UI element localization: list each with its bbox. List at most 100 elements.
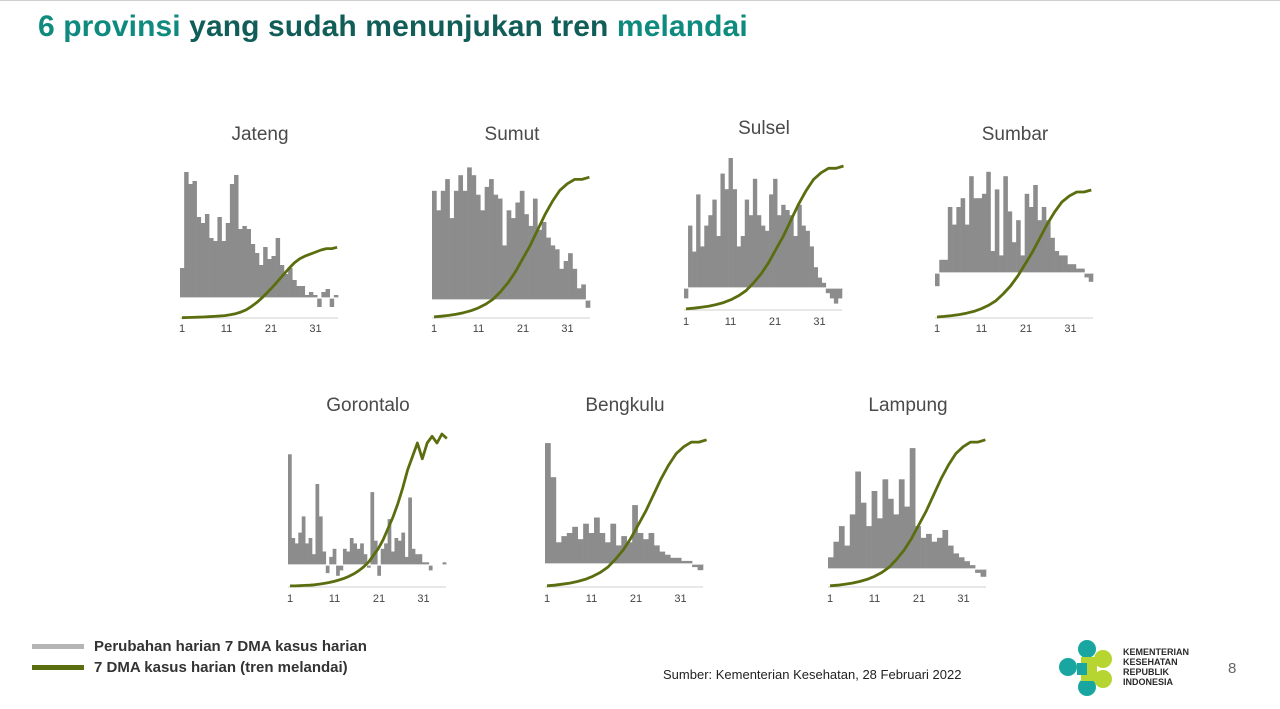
- bar: [528, 225, 534, 300]
- bar: [588, 533, 595, 564]
- legend-label-line: 7 DMA kasus harian (tren melandai): [94, 659, 348, 676]
- bar: [585, 300, 591, 308]
- bar: [1046, 220, 1051, 273]
- bar: [506, 210, 512, 300]
- bar: [765, 230, 770, 288]
- bar: [394, 538, 399, 565]
- bar: [904, 506, 911, 569]
- bar: [279, 265, 285, 298]
- title-middle: yang sudah menunjukan tren: [180, 10, 617, 43]
- bar: [563, 261, 569, 300]
- bar: [1067, 264, 1072, 273]
- trend-line: [685, 164, 844, 311]
- bar: [315, 484, 320, 565]
- bar: [425, 562, 430, 565]
- bar: [958, 557, 965, 569]
- bar: [275, 238, 281, 298]
- x-tick-label: 31: [813, 316, 825, 328]
- bar: [555, 542, 562, 564]
- top-divider: [0, 0, 1280, 1]
- bar: [263, 247, 268, 298]
- x-tick-label: 1: [683, 316, 689, 328]
- bar: [238, 229, 243, 298]
- bar: [594, 517, 600, 564]
- bar: [440, 190, 446, 300]
- bar: [1033, 185, 1038, 273]
- bar: [305, 543, 309, 565]
- bar: [1054, 251, 1060, 273]
- x-tick-label: 1: [287, 593, 293, 605]
- bar: [736, 246, 742, 288]
- bar: [964, 561, 970, 569]
- bar: [712, 199, 717, 288]
- bar: [664, 554, 671, 564]
- x-tick-label: 1: [431, 323, 437, 335]
- bar: [475, 194, 481, 300]
- bar: [428, 565, 433, 571]
- bar: [180, 268, 185, 298]
- bar: [217, 217, 222, 298]
- bar: [969, 565, 976, 569]
- bar: [196, 217, 202, 298]
- bar: [670, 557, 677, 564]
- bar: [688, 225, 693, 288]
- bar: [887, 498, 894, 569]
- bar: [322, 551, 327, 565]
- bar: [789, 215, 794, 288]
- bar: [489, 179, 494, 300]
- title-accent-2: melandai: [616, 10, 748, 43]
- trend-line: [433, 175, 590, 319]
- bar: [681, 560, 687, 564]
- bar: [975, 569, 981, 573]
- bar: [313, 295, 318, 298]
- bar: [572, 268, 578, 300]
- bar: [882, 479, 889, 569]
- bar: [990, 251, 996, 273]
- bar: [294, 543, 299, 565]
- bar: [744, 199, 750, 288]
- bar: [760, 225, 766, 288]
- bar: [349, 538, 354, 565]
- bar: [953, 553, 960, 569]
- chart-jateng: Jateng 1 11 21 31: [179, 120, 380, 350]
- bar: [292, 280, 297, 298]
- bar: [480, 210, 485, 300]
- x-tick-label: 11: [586, 593, 597, 605]
- bar: [184, 172, 189, 298]
- bar: [370, 492, 375, 565]
- bar: [387, 519, 392, 565]
- bar: [325, 289, 330, 298]
- bar: [453, 190, 459, 300]
- bar: [300, 286, 306, 298]
- x-tick-label: 31: [561, 323, 573, 335]
- logo-text: KEMENTERIAN KESEHATAN REPUBLIK INDONESIA: [1123, 647, 1190, 687]
- x-tick-label: 21: [265, 323, 277, 335]
- bar: [188, 184, 193, 298]
- bar: [559, 268, 564, 300]
- bar: [380, 548, 385, 565]
- bar: [809, 246, 814, 288]
- x-tick-label: 31: [957, 593, 969, 605]
- bar: [1016, 220, 1021, 273]
- bar: [192, 181, 197, 298]
- trend-line: [546, 438, 708, 588]
- bar: [577, 539, 584, 564]
- bar: [321, 292, 326, 298]
- bar: [546, 237, 551, 300]
- bar: [360, 543, 364, 565]
- page-number: 8: [1228, 660, 1237, 677]
- health-ministry-icon: [1059, 640, 1112, 696]
- bar: [748, 215, 754, 288]
- x-tick-label: 11: [221, 323, 232, 335]
- bar: [813, 267, 818, 288]
- bar: [1003, 176, 1008, 273]
- bar: [1007, 211, 1013, 273]
- chart-title: Sumut: [484, 124, 540, 145]
- bar: [288, 454, 292, 565]
- bar: [339, 565, 344, 571]
- bar: [1041, 207, 1047, 273]
- bar: [708, 215, 713, 288]
- x-tick-label: 11: [869, 593, 880, 605]
- x-tick-label: 1: [179, 323, 185, 335]
- bar: [866, 526, 872, 569]
